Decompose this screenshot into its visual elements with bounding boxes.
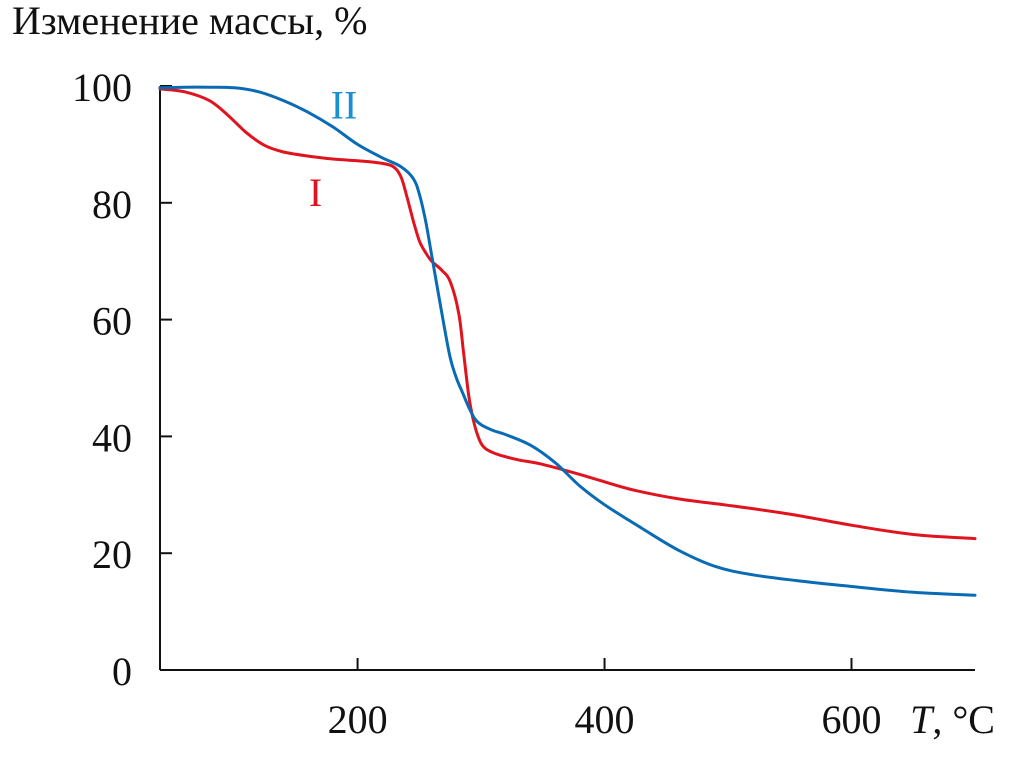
series-line-ii [158, 85, 977, 597]
x-axis-label-unit: , °C [932, 697, 995, 742]
y-tick-label: 20 [92, 532, 132, 577]
y-tick-label: 40 [92, 415, 132, 460]
series-label-ii: II [331, 83, 358, 128]
x-ticks: 200 400 600 [328, 658, 882, 742]
series-label-i: I [309, 170, 322, 215]
y-tick-label: 100 [72, 65, 132, 110]
series-lines [158, 85, 977, 597]
x-tick-label: 600 [822, 697, 882, 742]
x-axis-label-variable: T [910, 697, 935, 742]
y-tick-label: 80 [92, 182, 132, 227]
axes [159, 86, 975, 671]
y-tick-label: 60 [92, 299, 132, 344]
series-line-i [158, 87, 977, 541]
x-axis-label: T, °C [910, 697, 995, 742]
y-axis-label: Изменение массы, % [12, 0, 367, 43]
x-tick-label: 400 [575, 697, 635, 742]
series-annotations: III [309, 83, 357, 216]
y-ticks: 0 20 40 60 80 100 [72, 65, 172, 694]
y-tick-label: 0 [112, 649, 132, 694]
x-tick-label: 200 [328, 697, 388, 742]
